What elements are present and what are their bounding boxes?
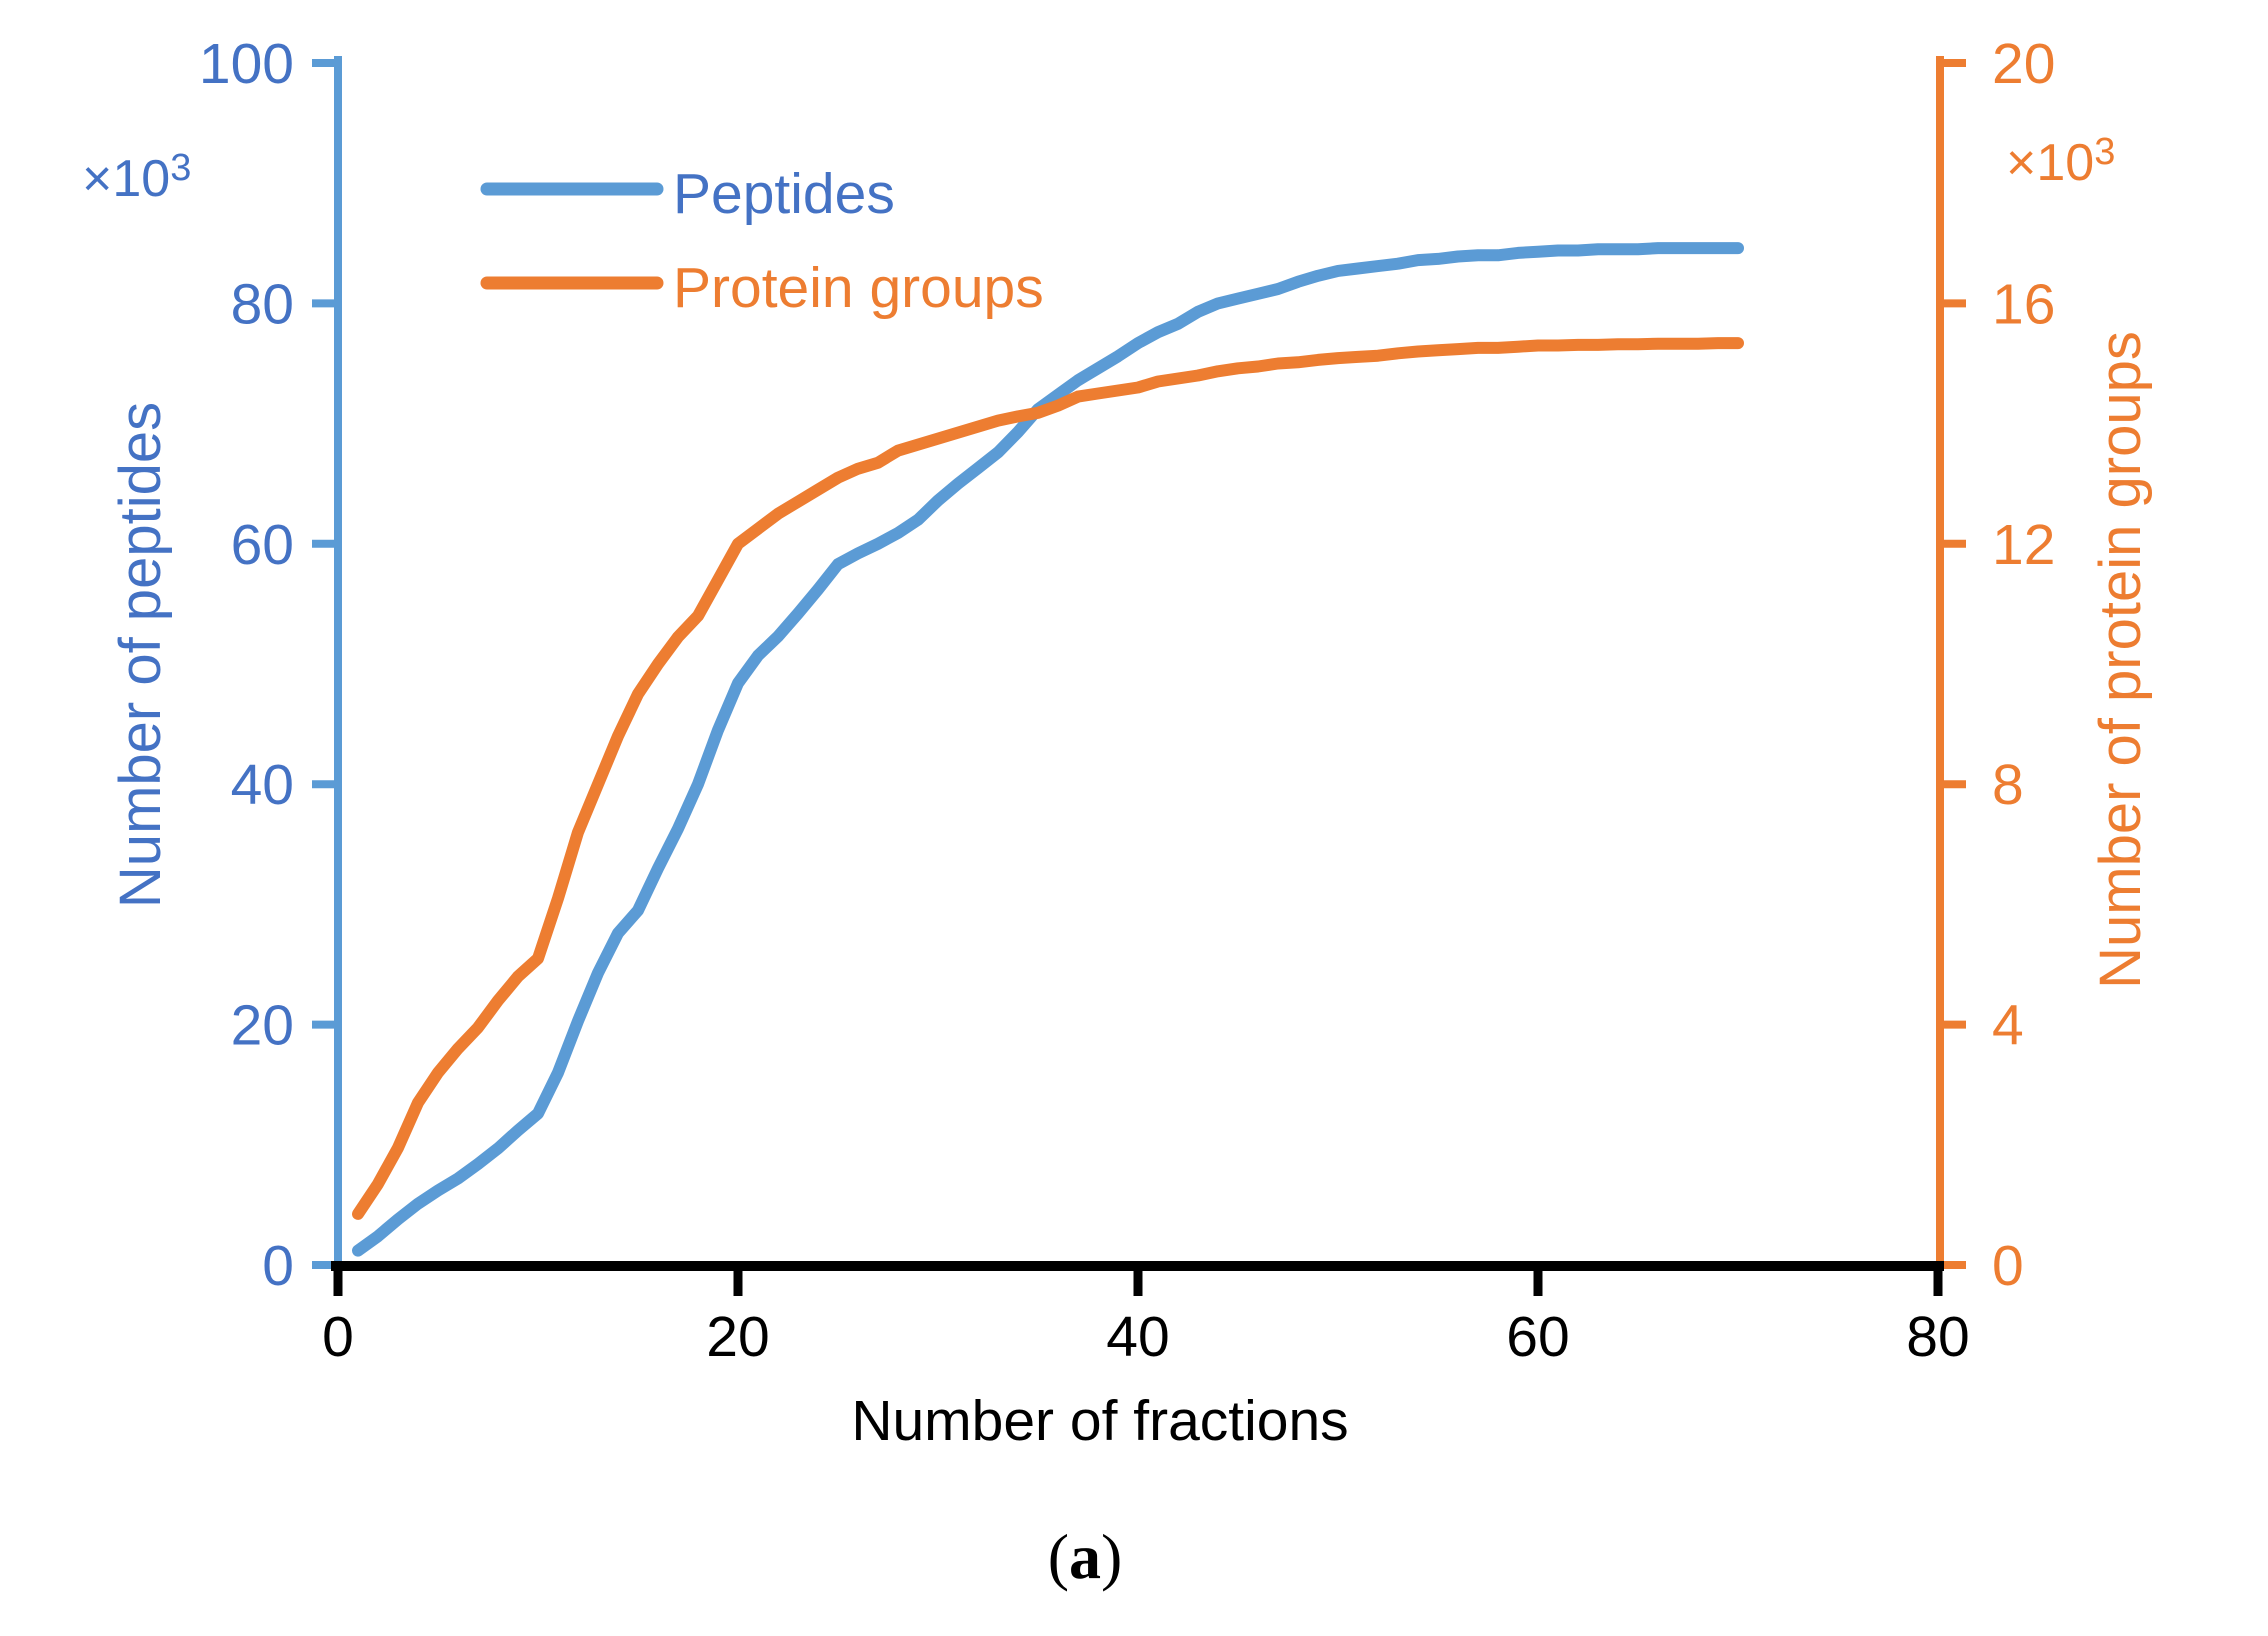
x-axis-tick-label: 0 [322, 1305, 354, 1369]
left-axis-multiplier: ×103 [82, 147, 191, 208]
legend-label-protein-groups: Protein groups [673, 256, 1044, 320]
right-axis-tick-label: 4 [1992, 994, 2024, 1058]
right-axis-tick-label: 0 [1992, 1234, 2024, 1298]
left-axis-tick-label: 60 [231, 513, 294, 577]
left-axis-title: Number of peptides [108, 402, 173, 908]
x-axis-tick-label: 80 [1906, 1305, 1969, 1369]
left-axis-ticks: 0 20 40 60 80 100 [199, 32, 338, 1298]
right-axis-tick-label: 8 [1992, 753, 2024, 817]
right-axis-multiplier: ×103 [2006, 131, 2115, 192]
figure-caption: (a) [1048, 1521, 1123, 1592]
x-axis-title: Number of fractions [851, 1389, 1348, 1453]
left-axis-tick-label: 40 [231, 753, 294, 817]
left-axis-tick-label: 0 [262, 1234, 294, 1298]
series-line-protein-groups [352, 337, 1744, 1220]
legend: Peptides Protein groups [480, 162, 1044, 320]
left-axis-tick-label: 80 [231, 272, 294, 336]
x-axis-tick-label: 60 [1506, 1305, 1569, 1369]
left-axis-tick-label: 20 [231, 994, 294, 1058]
x-axis-ticks: 0 20 40 60 80 [322, 1266, 1970, 1369]
right-axis-tick-label: 12 [1992, 513, 2055, 577]
legend-label-peptides: Peptides [673, 162, 895, 226]
right-axis-tick-label: 20 [1992, 32, 2055, 96]
left-axis-tick-label: 100 [199, 32, 294, 96]
right-axis-ticks: 0 4 8 12 16 20 [1940, 32, 2055, 1298]
right-axis-tick-label: 16 [1992, 272, 2055, 336]
series-lines [352, 242, 1744, 1257]
x-axis-tick-label: 40 [1106, 1305, 1169, 1369]
right-axis-title: Number of protein groups [2088, 331, 2153, 989]
x-axis-tick-label: 20 [706, 1305, 769, 1369]
series-line-peptides [352, 242, 1744, 1257]
